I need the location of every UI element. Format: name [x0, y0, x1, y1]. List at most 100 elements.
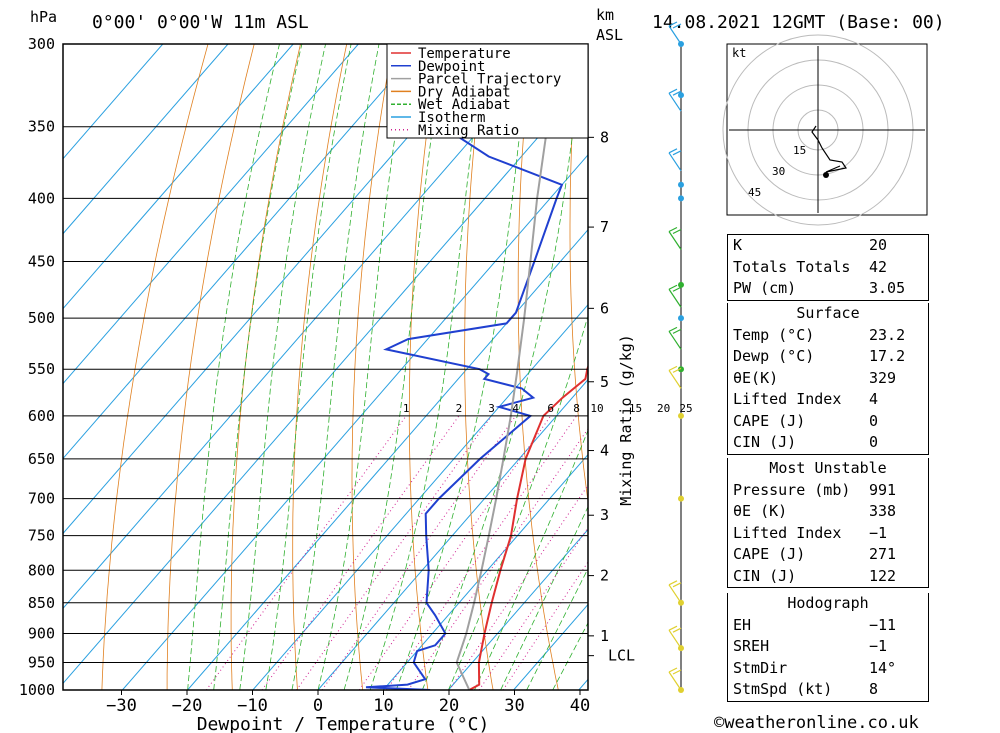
hodograph-trace — [811, 125, 847, 173]
hodograph-unit: kt — [732, 46, 746, 60]
legend-label: Dewpoint — [418, 59, 485, 75]
hodograph-value: 14° — [869, 658, 897, 677]
temp-tick-label: −20 — [172, 696, 203, 716]
isotherm-line — [63, 44, 359, 385]
dry-adiabat — [408, 44, 440, 690]
wet-adiabat — [239, 44, 326, 690]
wind-dot — [678, 181, 684, 188]
mixing-ratio-line — [407, 428, 588, 690]
wind-dot — [678, 92, 684, 99]
wet-adiabat — [265, 44, 352, 690]
hodograph-value: −11 — [869, 615, 897, 634]
mixing-ratio-label: 3 — [488, 402, 495, 415]
wet-adiabat — [187, 44, 280, 690]
dry-adiabat — [517, 44, 559, 690]
wind-dot — [678, 315, 684, 322]
isotherm-line — [63, 44, 229, 235]
legend-label: Mixing Ratio — [418, 123, 519, 139]
mixing-ratio-label: 1 — [403, 402, 410, 415]
wind-dot — [678, 412, 684, 419]
mixing-ratio-label: 6 — [547, 402, 554, 415]
wind-barb — [668, 625, 682, 649]
most-unstable-label: θE (K) — [733, 502, 788, 520]
x-axis-label: Dewpoint / Temperature (°C) — [197, 714, 490, 733]
dewpoint-line — [365, 44, 564, 690]
wet-adiabat — [500, 505, 588, 690]
isotherm-line — [252, 303, 588, 690]
pressure-tick-label: 400 — [28, 189, 55, 207]
surface-row: θE(K) 329 — [728, 368, 928, 390]
most-unstable-row: Lifted Index −1 — [728, 523, 928, 545]
pressure-tick-label: 1000 — [19, 681, 55, 699]
most-unstable-value: 991 — [869, 480, 897, 499]
wind-barb — [668, 148, 682, 172]
mixing-ratio-label: 25 — [679, 402, 692, 415]
mixing-ratio-label: 20 — [657, 402, 670, 415]
isotherm-line — [63, 44, 164, 160]
mixing-ratio-line — [261, 415, 460, 690]
isotherm-line — [382, 453, 588, 690]
isotherm-line — [63, 44, 424, 460]
pressure-tick-label: 550 — [28, 360, 55, 378]
storm-motion-dot — [823, 172, 829, 178]
most-unstable-value: 271 — [869, 545, 897, 563]
wind-barb — [668, 326, 682, 350]
surface-row: CIN (J) 0 — [728, 432, 928, 454]
pw-row: PW (cm) 3.05 — [733, 279, 906, 297]
mixing-ratio-line — [386, 415, 577, 690]
indices-table: K 20 Totals Totals 42 PW (cm) 3.05 — [727, 234, 929, 301]
mixing-ratio-line — [478, 526, 588, 690]
wind-dot — [678, 366, 684, 373]
wind-barb — [668, 284, 682, 308]
wet-adiabat — [317, 44, 411, 690]
hodograph-row: SREH −1 — [728, 636, 928, 658]
wind-barb — [668, 21, 682, 45]
km-tick-label: 2 — [600, 567, 609, 585]
pressure-tick-label: 700 — [28, 490, 55, 508]
wet-adiabat — [213, 44, 303, 690]
hodograph-row: EH −11 — [728, 615, 928, 637]
plot-frame — [62, 43, 589, 691]
pressure-tick-label: 600 — [28, 407, 55, 425]
surface-row: CAPE (J) 0 — [728, 411, 928, 433]
hodograph-ring-label: 15 — [793, 144, 806, 157]
hodograph-value: 8 — [869, 680, 879, 698]
pressure-tick-label: 450 — [28, 253, 55, 271]
surface-value: 0 — [869, 433, 879, 451]
pressure-tick-label: 750 — [28, 527, 55, 545]
surface-label: Temp (°C) — [733, 325, 815, 344]
most-unstable-value: −1 — [869, 523, 888, 542]
hodograph-row: StmDir 14° — [728, 658, 928, 680]
legend-label: Wet Adiabat — [418, 97, 511, 113]
wet-adiabat — [421, 44, 585, 690]
wind-dot — [678, 195, 684, 202]
copyright-label: ©weatheronline.co.uk — [714, 713, 919, 733]
wind-barb — [668, 88, 682, 112]
most-unstable-row: CIN (J) 122 — [728, 566, 928, 588]
dry-adiabat — [101, 44, 209, 690]
mixing-ratio-label: 8 — [573, 402, 580, 415]
temp-tick-label: 0 — [313, 696, 323, 716]
most-unstable-value: 122 — [869, 566, 897, 585]
pressure-unit-label: hPa — [30, 8, 57, 26]
km-tick-label: 7 — [600, 218, 609, 236]
mixing-ratio-label: 10 — [590, 402, 603, 415]
km-label: km — [596, 6, 614, 24]
lcl-label: LCL — [608, 647, 635, 665]
legend-label: Temperature — [418, 46, 511, 62]
hodograph-title: Hodograph — [787, 594, 869, 612]
most-unstable-row: Pressure (mb) 991 — [728, 480, 928, 502]
most-unstable-row: CAPE (J) 271 — [728, 544, 928, 566]
surface-label: Lifted Index — [733, 390, 842, 408]
surface-label: CIN (J) — [733, 433, 797, 451]
wind-dot — [678, 495, 684, 502]
temp-tick-label: 20 — [439, 696, 459, 716]
wind-barb — [668, 580, 682, 604]
pressure-tick-label: 300 — [28, 35, 55, 53]
most-unstable-row: θE (K) 338 — [728, 501, 928, 523]
surface-row: Dewp (°C) 17.2 — [728, 346, 928, 368]
surface-value: 23.2 — [869, 325, 906, 344]
legend-box — [386, 43, 589, 139]
km-tick-label: 8 — [600, 128, 609, 146]
legend-label: Dry Adiabat — [418, 84, 511, 100]
